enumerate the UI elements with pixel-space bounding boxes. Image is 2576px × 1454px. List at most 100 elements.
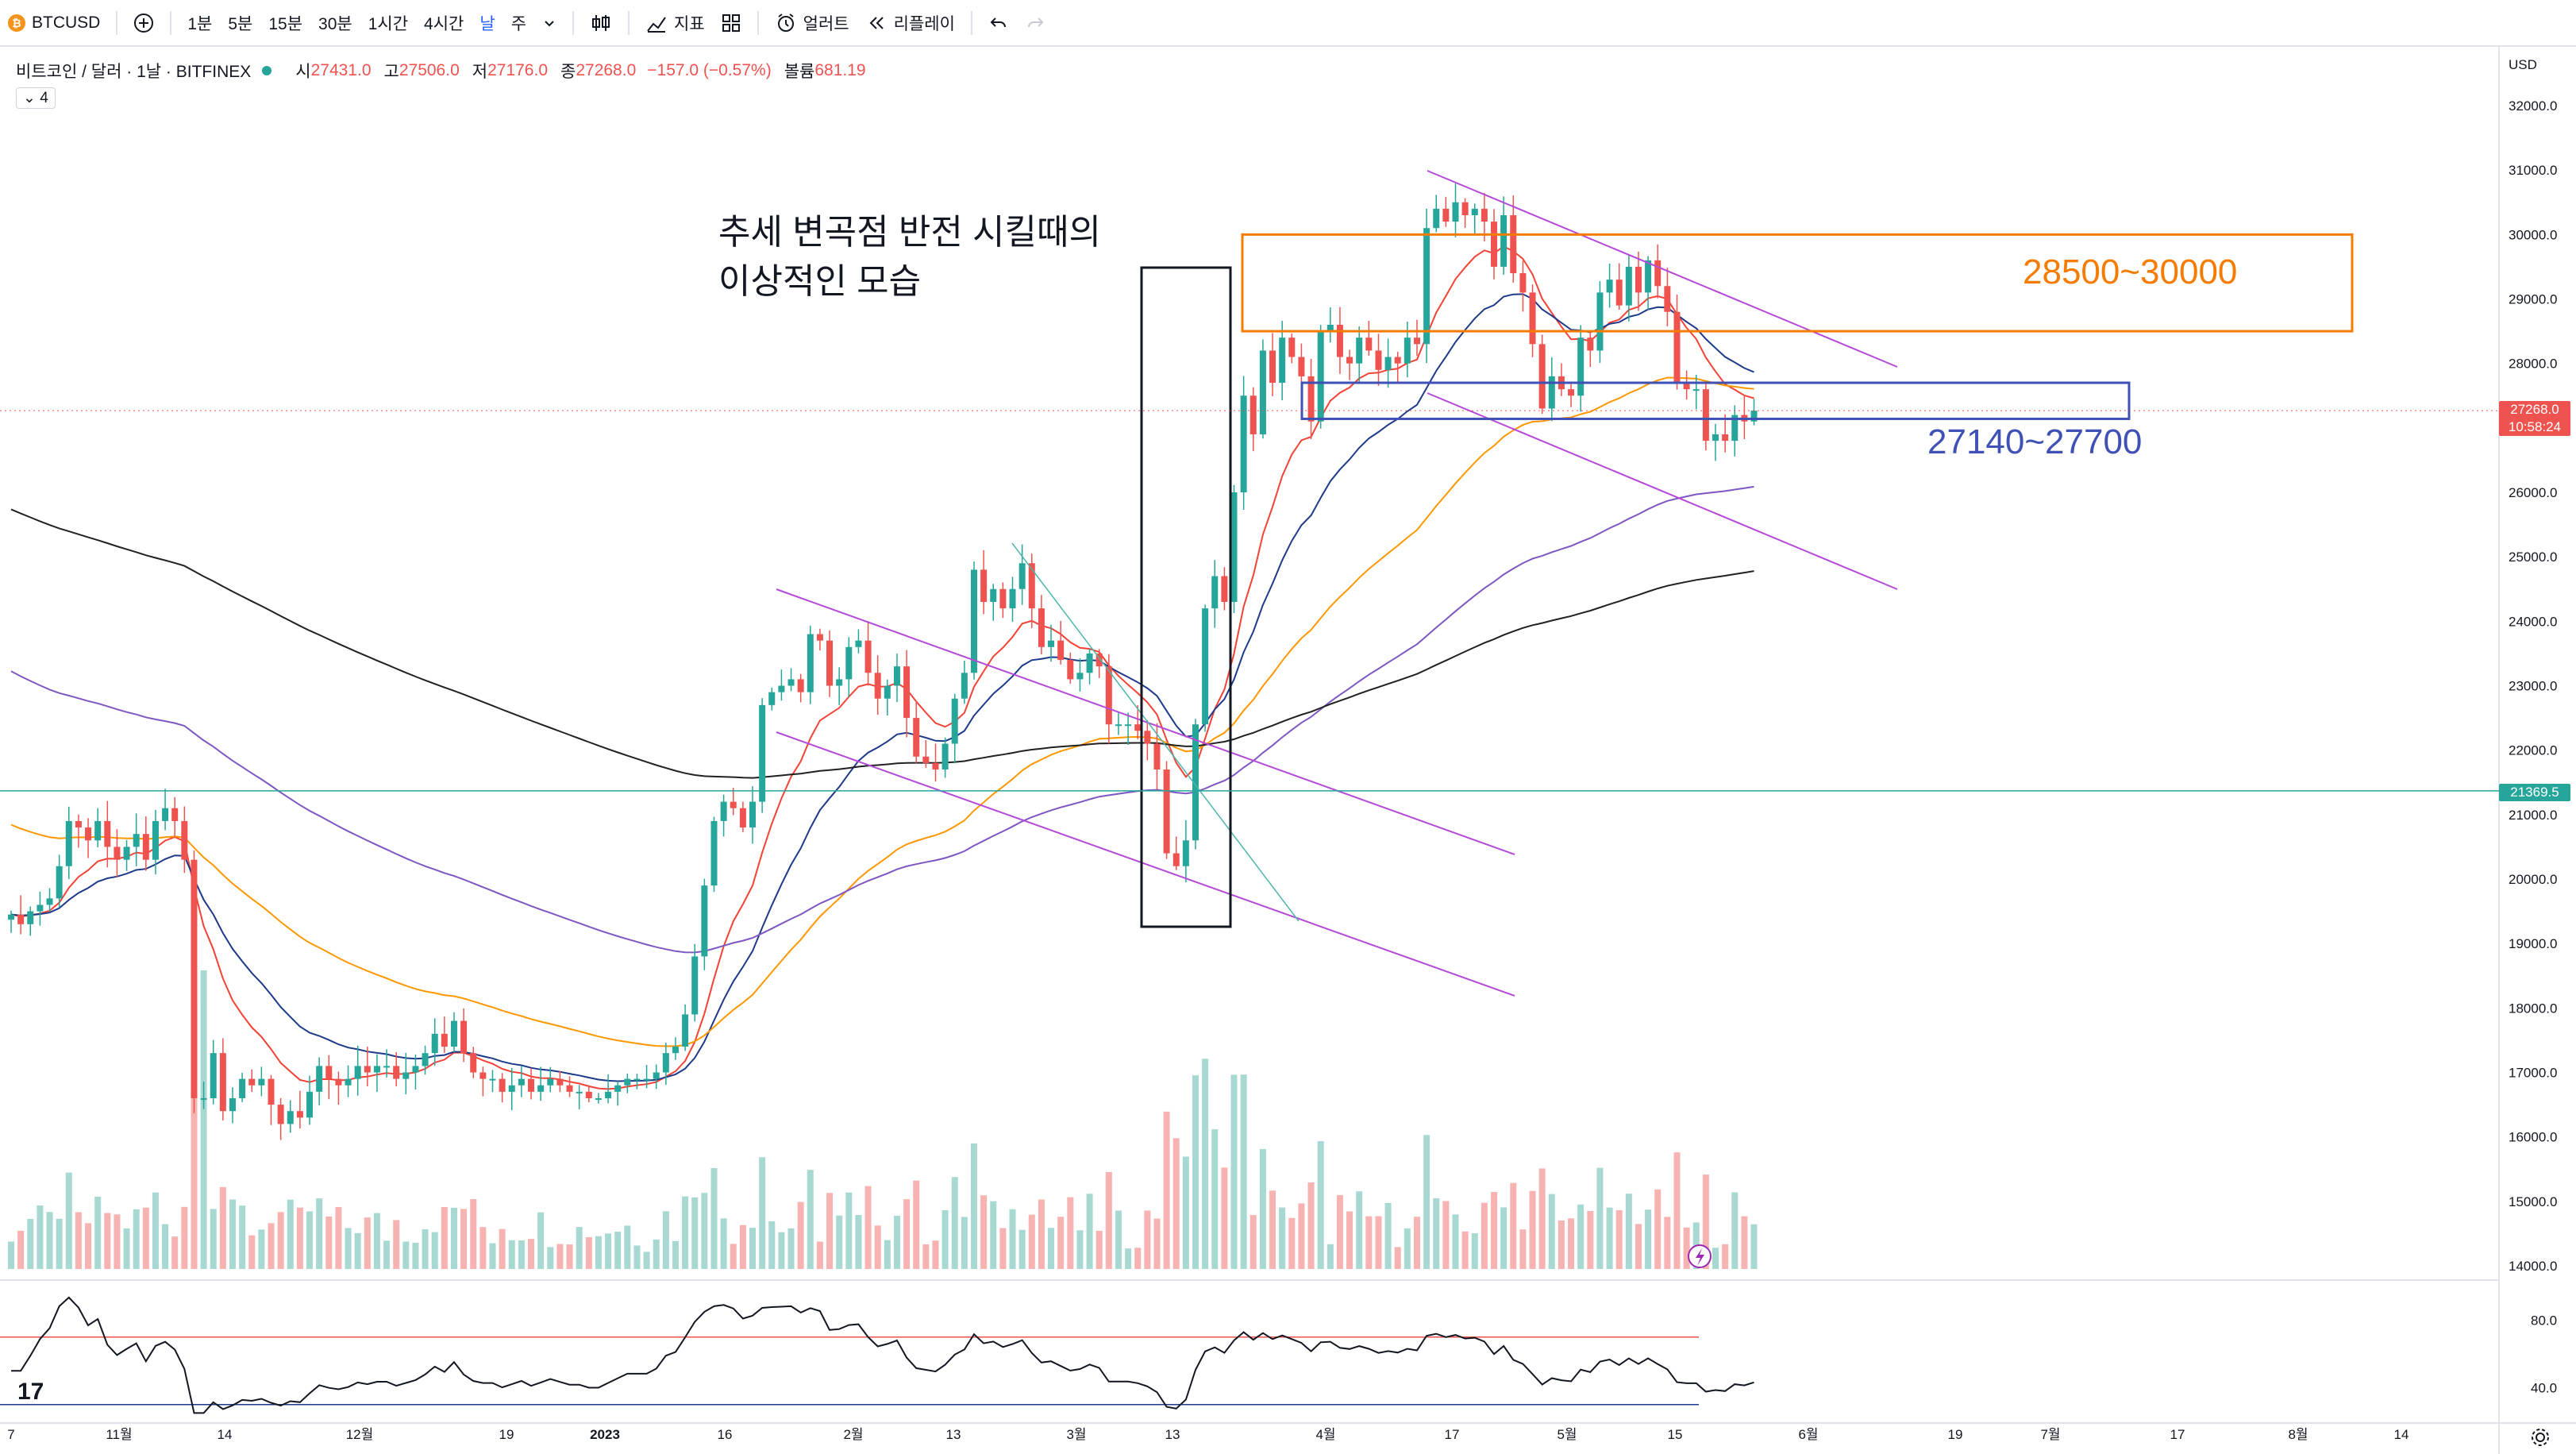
candles: [8, 183, 1758, 1140]
price-axis-currency[interactable]: USD: [2509, 57, 2537, 72]
volume-bar: [1673, 1152, 1681, 1269]
volume-bar: [1645, 1209, 1652, 1269]
candle-body: [152, 820, 159, 860]
candle-body: [1471, 208, 1478, 215]
candle-body: [1606, 280, 1613, 293]
volume-bar: [1375, 1216, 1382, 1269]
candle-body: [864, 640, 872, 673]
toolbar-divider: [170, 10, 172, 35]
add-symbol-button[interactable]: [125, 7, 162, 39]
toolbar-divider: [628, 10, 630, 35]
interval-1d[interactable]: 날: [479, 14, 495, 33]
volume-bar: [999, 1228, 1007, 1269]
volume-bar: [864, 1186, 872, 1269]
volume-bar: [354, 1232, 361, 1269]
interval-1m[interactable]: 1분: [187, 14, 213, 33]
gear-icon[interactable]: [2529, 1426, 2551, 1448]
volume-bar: [720, 1218, 727, 1269]
candle-body: [460, 1020, 468, 1054]
time-tick-label: 13: [946, 1427, 961, 1442]
volume-bar: [56, 1218, 63, 1269]
candle-body: [441, 1033, 448, 1047]
volume-bar: [248, 1235, 256, 1269]
candle-body: [1067, 660, 1074, 680]
candle-body: [1144, 731, 1151, 744]
candle-body: [1731, 415, 1739, 442]
redo-button[interactable]: [1017, 7, 1053, 39]
price-chart[interactable]: 32000.031000.030000.029000.028000.027000…: [0, 47, 2576, 1454]
price-tick-label: 21000.0: [2509, 808, 2557, 823]
interval-dropdown-button[interactable]: [534, 7, 564, 39]
volume-bar: [1635, 1224, 1642, 1269]
candle-body: [296, 1111, 303, 1118]
alert-button[interactable]: 얼러트: [767, 7, 857, 39]
symbol-search-button[interactable]: ₿ BTCUSD: [0, 7, 108, 39]
interval-5m[interactable]: 5분: [228, 14, 253, 33]
volume-bar: [1365, 1216, 1373, 1269]
volume-bar: [1202, 1059, 1209, 1269]
price-tick-label: 19000.0: [2509, 936, 2557, 951]
interval-1h[interactable]: 1시간: [368, 14, 409, 33]
time-tick-label: 12월: [346, 1427, 374, 1442]
volume-bar: [75, 1212, 82, 1269]
candle-body: [1529, 292, 1536, 345]
interval-4h[interactable]: 4시간: [424, 14, 464, 33]
candle-body: [1336, 324, 1343, 357]
candle-body: [1038, 608, 1045, 647]
countdown-value: 10:58:24: [2508, 419, 2562, 434]
indicators-button[interactable]: 지표: [637, 7, 713, 39]
undo-button[interactable]: [980, 7, 1017, 39]
volume-bar: [643, 1252, 650, 1269]
price-tick-label: 18000.0: [2509, 1001, 2557, 1016]
volume-bar: [884, 1240, 891, 1269]
indicator-count-toggle[interactable]: ⌄ 4: [16, 87, 56, 109]
volume-bar: [816, 1241, 823, 1269]
candle-body: [200, 1097, 207, 1100]
candle-body: [287, 1111, 294, 1124]
price-tick-label: 30000.0: [2509, 227, 2557, 242]
volume-bar: [845, 1192, 853, 1269]
volume-bar: [1279, 1207, 1286, 1269]
trendline-teal: [1011, 542, 1300, 922]
market-open-indicator: [262, 66, 272, 75]
volume-bar: [797, 1201, 804, 1269]
chart-title[interactable]: 비트코인 / 달러 · 1날 · BITFINEX: [16, 63, 252, 81]
time-tick-label: 3월: [1066, 1427, 1086, 1442]
candle-body: [1086, 653, 1093, 673]
chart-type-button[interactable]: [582, 7, 620, 39]
volume-bar: [470, 1198, 477, 1269]
volume-bar: [142, 1207, 149, 1269]
candle-body: [1615, 280, 1623, 306]
volume-bar: [123, 1228, 130, 1269]
candle-body: [27, 911, 34, 924]
rsi-tick-label: 80.0: [2531, 1313, 2557, 1329]
toolbar-divider: [970, 10, 972, 35]
replay-button[interactable]: 리플레이: [857, 7, 963, 39]
candle-body: [1500, 214, 1507, 267]
candle-body: [595, 1097, 602, 1100]
volume-bar: [1172, 1138, 1180, 1269]
tradingview-logo[interactable]: 17: [17, 1379, 44, 1405]
time-tick-label: 4월: [1315, 1427, 1335, 1442]
interval-1w[interactable]: 주: [510, 14, 527, 33]
volume-bar: [335, 1206, 342, 1269]
candle-body: [951, 698, 958, 744]
upper-zone-label[interactable]: 28500~30000: [2023, 253, 2238, 291]
drawings[interactable]: [776, 170, 2354, 1268]
interval-30m[interactable]: 30분: [318, 14, 352, 33]
candle-body: [1461, 202, 1469, 215]
price-tick-label: 15000.0: [2509, 1194, 2557, 1209]
volume-bar: [1356, 1191, 1363, 1269]
candle-body: [768, 692, 776, 705]
candle-body: [1577, 337, 1584, 396]
volume-bar: [566, 1244, 573, 1269]
lower-zone-label[interactable]: 27140~27700: [1927, 422, 2143, 461]
annotation-text[interactable]: 추세 변곡점 반전 시킬때의 이상적인 모습: [718, 213, 1101, 301]
candle-body: [489, 1078, 496, 1081]
candle-body: [1548, 376, 1555, 409]
interval-15m[interactable]: 15분: [268, 14, 303, 33]
toolbar-divider: [116, 10, 118, 35]
candle-body: [1452, 202, 1459, 222]
candle-body: [961, 673, 968, 699]
layouts-button[interactable]: [713, 7, 749, 39]
